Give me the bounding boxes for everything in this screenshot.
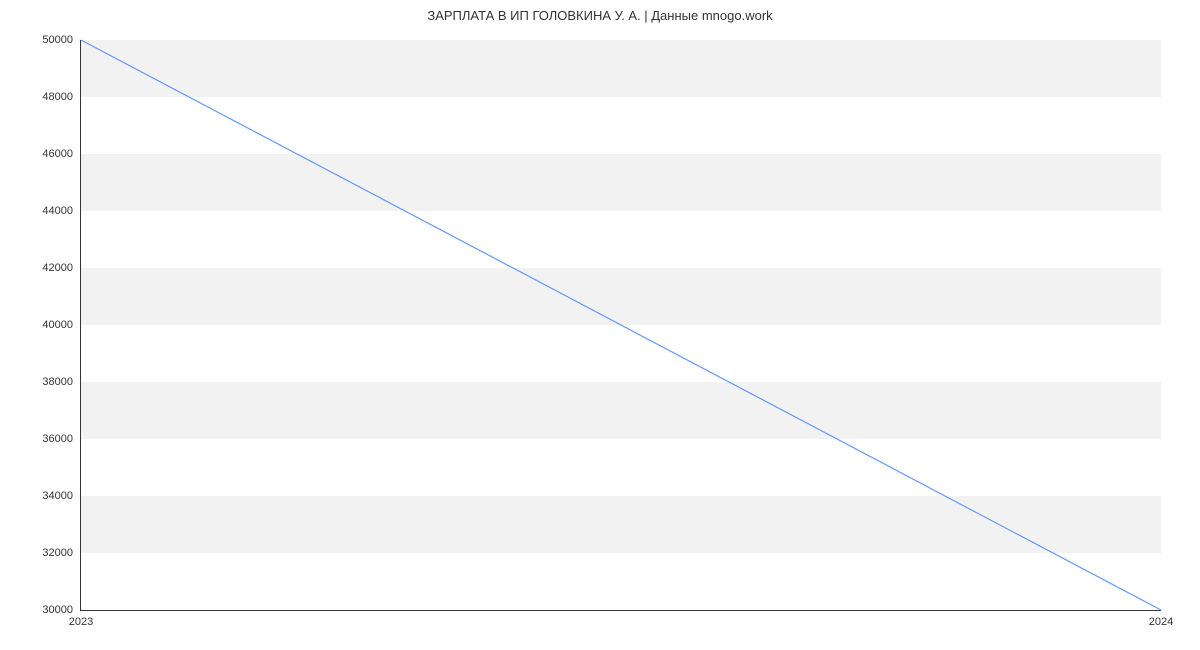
plot-area: 3000032000340003600038000400004200044000… bbox=[80, 40, 1161, 611]
y-tick-label: 50000 bbox=[42, 34, 73, 46]
y-tick-label: 36000 bbox=[42, 433, 73, 445]
y-tick-label: 44000 bbox=[42, 205, 73, 217]
y-tick-label: 48000 bbox=[42, 91, 73, 103]
series-line bbox=[81, 40, 1161, 610]
y-tick-label: 30000 bbox=[42, 604, 73, 616]
y-tick-label: 32000 bbox=[42, 547, 73, 559]
chart-title: ЗАРПЛАТА В ИП ГОЛОВКИНА У. А. | Данные m… bbox=[0, 0, 1200, 27]
chart-line-svg bbox=[81, 40, 1161, 610]
y-tick-label: 42000 bbox=[42, 262, 73, 274]
chart-container: ЗАРПЛАТА В ИП ГОЛОВКИНА У. А. | Данные m… bbox=[0, 0, 1200, 650]
y-tick-label: 38000 bbox=[42, 376, 73, 388]
x-tick-label: 2023 bbox=[69, 616, 93, 628]
y-tick-label: 34000 bbox=[42, 490, 73, 502]
x-tick-label: 2024 bbox=[1149, 616, 1173, 628]
y-tick-label: 40000 bbox=[42, 319, 73, 331]
y-tick-label: 46000 bbox=[42, 148, 73, 160]
